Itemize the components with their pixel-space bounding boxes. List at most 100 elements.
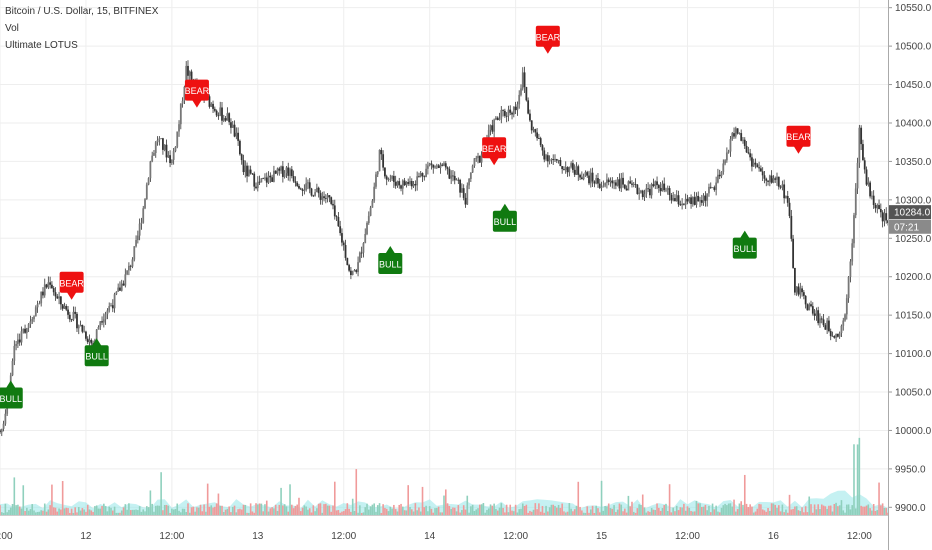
- volume-bar: [670, 512, 673, 515]
- volume-bar: [29, 509, 32, 515]
- candle-body: [366, 222, 368, 235]
- volume-bar: [471, 504, 474, 515]
- signal-pointer: [542, 45, 553, 54]
- volume-bar: [654, 510, 657, 515]
- candle-body: [47, 282, 50, 288]
- candle-body: [794, 267, 796, 293]
- candle-body: [444, 163, 447, 168]
- volume-bar: [738, 503, 741, 515]
- signal-label: BULL: [85, 352, 108, 362]
- candle-body: [432, 164, 435, 168]
- candle-body: [400, 185, 402, 189]
- candle-body: [298, 185, 300, 189]
- candle-body: [387, 178, 390, 180]
- candle-body: [602, 185, 605, 188]
- candle-body: [210, 103, 213, 107]
- candle-body: [607, 179, 610, 183]
- volume-bar: [224, 509, 227, 515]
- candle-body: [153, 152, 155, 156]
- y-tick-label: 10250.0: [895, 234, 932, 245]
- lotus-indicator-label[interactable]: Ultimate LOTUS: [5, 40, 78, 51]
- candle-body: [267, 175, 270, 183]
- candle-body: [546, 155, 549, 162]
- volume-bar: [389, 506, 392, 515]
- volume-bar: [393, 504, 395, 515]
- volume-bar: [709, 512, 712, 515]
- candle-body: [85, 331, 87, 339]
- volume-bar: [495, 508, 497, 515]
- candle-body: [532, 129, 535, 131]
- volume-bar: [822, 505, 825, 515]
- symbol-title[interactable]: Bitcoin / U.S. Dollar, 15, BITFINEX: [5, 6, 159, 17]
- candle-body: [622, 177, 624, 185]
- volume-bar: [480, 504, 483, 515]
- volume-bar: [835, 502, 837, 515]
- volume-bar: [634, 512, 637, 515]
- volume-bar: [455, 511, 458, 515]
- signal-box: [84, 345, 109, 367]
- volume-bar: [226, 508, 229, 515]
- volume-bar: [786, 512, 789, 515]
- volume-bar: [378, 503, 381, 515]
- candle-body: [375, 174, 377, 187]
- candle-body: [629, 181, 632, 184]
- candle-body: [761, 171, 764, 176]
- candle-body: [0, 430, 1, 433]
- volume-bar: [679, 507, 682, 515]
- volume-bar: [63, 508, 66, 515]
- candle-body: [570, 163, 573, 167]
- candle-body: [446, 167, 449, 169]
- candle-body: [792, 238, 795, 268]
- volume-bar: [439, 512, 442, 515]
- volume-bar: [507, 512, 510, 515]
- candle-body: [392, 175, 395, 182]
- volume-bar: [695, 500, 698, 515]
- volume-bar: [101, 505, 103, 515]
- volume-bar: [538, 503, 540, 515]
- candle-body: [579, 174, 581, 178]
- signal-pointer: [739, 230, 750, 239]
- volume-bar: [185, 512, 187, 515]
- volume-bar: [18, 506, 21, 515]
- volume-bar: [446, 503, 449, 515]
- volume-bar: [586, 506, 589, 515]
- candle-body: [355, 270, 358, 273]
- volume-bar: [761, 509, 764, 515]
- volume-indicator-label[interactable]: Vol: [5, 23, 19, 34]
- volume-bar: [693, 511, 696, 515]
- volume-bar: [147, 507, 150, 515]
- candle-body: [25, 327, 28, 333]
- volume-bar: [869, 508, 871, 515]
- candle-body: [213, 108, 216, 111]
- candle-body: [788, 202, 791, 216]
- volume-bar: [83, 509, 85, 515]
- volume-bar: [380, 512, 383, 515]
- volume-bar: [323, 504, 325, 515]
- candle-body: [593, 181, 596, 184]
- candle-body: [459, 179, 462, 193]
- volume-bar: [697, 503, 700, 515]
- candle-body: [106, 310, 109, 315]
- candle-body: [632, 183, 635, 185]
- candle-body: [97, 326, 100, 330]
- volume-bar: [872, 504, 875, 515]
- candle-body: [421, 173, 424, 177]
- candle-body: [36, 304, 39, 308]
- candle-body: [228, 113, 231, 123]
- candle-body: [276, 168, 279, 174]
- volume-bar: [317, 503, 320, 515]
- volume-bar: [548, 507, 551, 515]
- volume-bar: [410, 509, 413, 515]
- candle-body: [502, 110, 504, 111]
- candle-body: [785, 195, 787, 199]
- volume-bar: [346, 503, 349, 515]
- volume-bar: [400, 503, 402, 515]
- candle-body: [677, 195, 680, 205]
- candle-body: [529, 113, 531, 121]
- volume-bar: [305, 506, 307, 515]
- candle-body: [543, 150, 546, 160]
- candle-body: [357, 262, 359, 273]
- volume-bar: [360, 512, 363, 515]
